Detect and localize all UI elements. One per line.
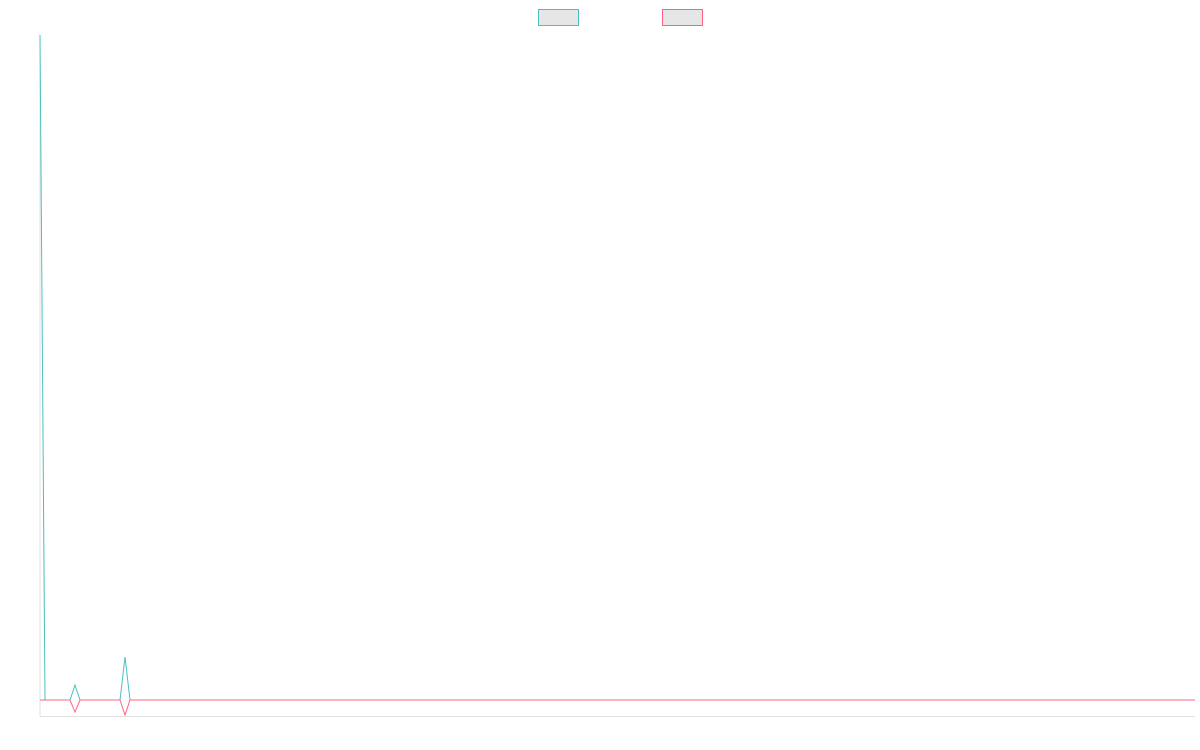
legend-swatch[interactable] [662, 9, 703, 26]
series-line [40, 699, 1195, 717]
legend-swatch[interactable] [538, 9, 579, 26]
series-line [39, 34, 1195, 701]
